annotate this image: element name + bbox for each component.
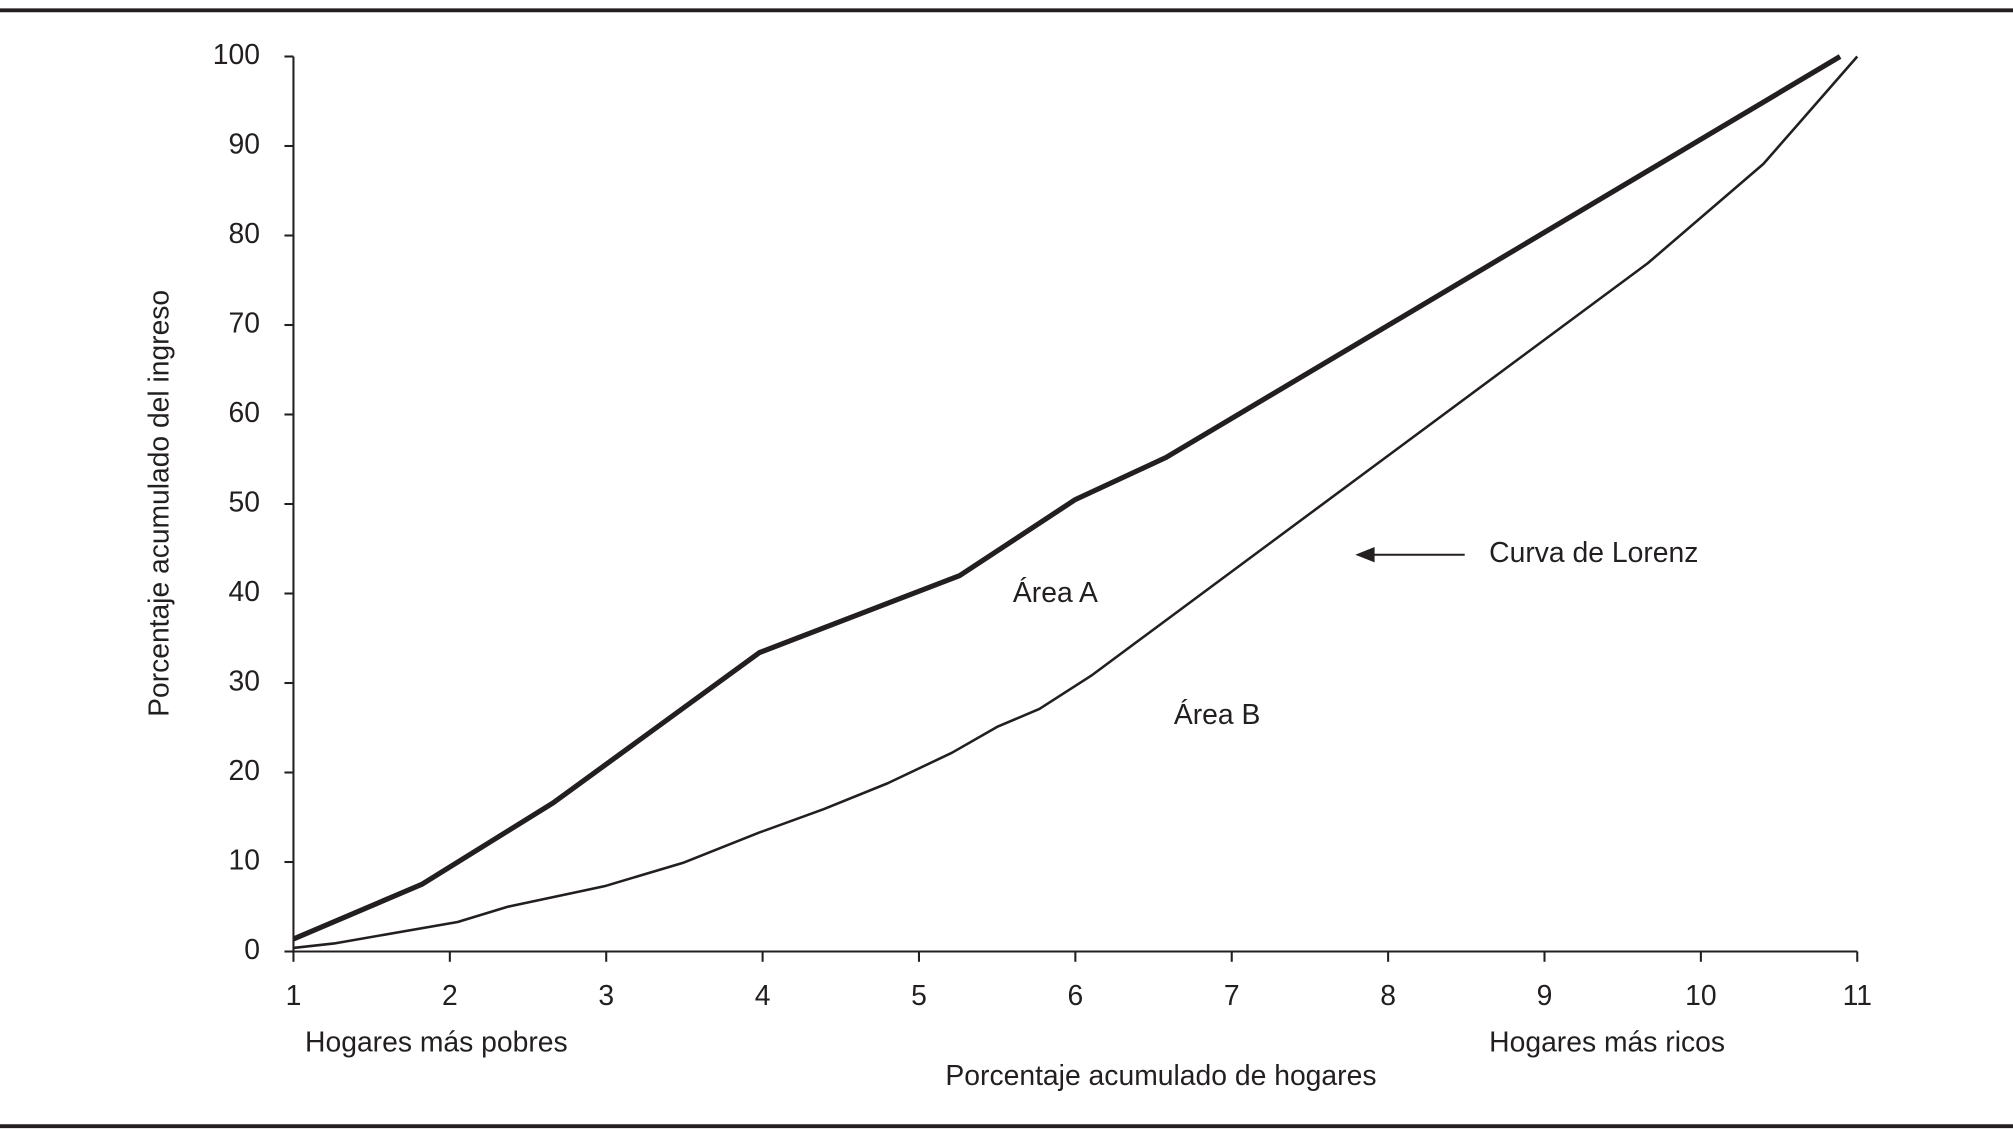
x-tick-label: 9 bbox=[1537, 979, 1553, 1011]
end-label: Hogares más pobres bbox=[305, 1025, 568, 1057]
x-tick-label: 3 bbox=[598, 979, 614, 1011]
y-tick-label: 80 bbox=[229, 217, 260, 249]
x-tick-label: 4 bbox=[755, 979, 771, 1011]
x-tick-label: 6 bbox=[1067, 979, 1083, 1011]
x-tick-label: 2 bbox=[442, 979, 458, 1011]
end-label: Hogares más ricos bbox=[1489, 1025, 1725, 1057]
series-line bbox=[293, 55, 1859, 950]
y-tick-label: 30 bbox=[229, 664, 260, 696]
y-tick-label: 40 bbox=[229, 575, 260, 607]
y-tick-label: 100 bbox=[213, 38, 260, 70]
y-axis-label: Porcentaje acumulado del ingreso bbox=[142, 290, 174, 717]
y-tick-label: 50 bbox=[229, 485, 260, 517]
y-tick-label: 0 bbox=[244, 933, 260, 965]
annotation: Área B bbox=[1174, 698, 1261, 730]
arrow bbox=[1355, 547, 1465, 563]
x-tick-label: 7 bbox=[1224, 979, 1240, 1011]
annotation: Área A bbox=[1013, 576, 1098, 608]
x-tick-label: 10 bbox=[1685, 979, 1716, 1011]
series-line bbox=[292, 54, 1842, 942]
y-tick-label: 60 bbox=[229, 396, 260, 428]
x-axis-label: Porcentaje acumulado de hogares bbox=[945, 1059, 1376, 1091]
x-tick-label: 5 bbox=[911, 979, 927, 1011]
y-tick-label: 70 bbox=[229, 306, 260, 338]
y-tick-label: 90 bbox=[229, 127, 260, 159]
y-tick-label: 10 bbox=[229, 844, 260, 876]
y-tick-label: 20 bbox=[229, 754, 260, 786]
x-tick-label: 1 bbox=[286, 979, 302, 1011]
annotation: Curva de Lorenz bbox=[1489, 536, 1698, 568]
x-tick-label: 11 bbox=[1843, 979, 1872, 1011]
x-tick-label: 8 bbox=[1380, 979, 1396, 1011]
